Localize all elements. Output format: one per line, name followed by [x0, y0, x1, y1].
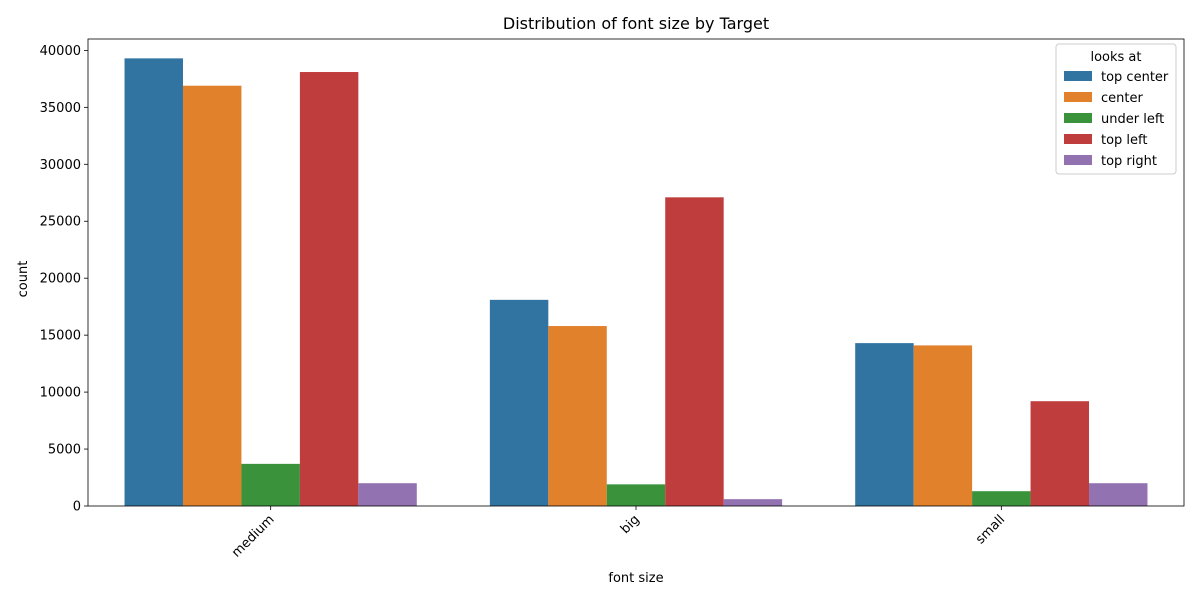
- y-tick-label: 25000: [40, 215, 81, 230]
- y-tick-label: 20000: [40, 272, 81, 287]
- legend-label-under-left: under left: [1101, 112, 1164, 127]
- y-tick-label: 10000: [40, 386, 81, 401]
- bar-center-medium: [182, 85, 242, 506]
- bar-top-center-big: [489, 299, 549, 506]
- bar-under-left-big: [606, 484, 666, 506]
- legend-swatch-top-left: [1064, 134, 1092, 144]
- y-tick-label: 40000: [40, 44, 81, 59]
- bar-top-center-medium: [124, 58, 183, 507]
- bar-top-left-big: [665, 197, 724, 506]
- bar-top-right-medium: [358, 483, 417, 506]
- legend-swatch-top-center: [1064, 71, 1092, 81]
- x-tick-label: medium: [229, 512, 277, 560]
- bar-center-small: [913, 345, 973, 506]
- bars-group: [124, 58, 1148, 507]
- bar-top-right-small: [1089, 483, 1148, 506]
- plot-frame: [87, 38, 1185, 507]
- bar-top-left-medium: [299, 72, 359, 506]
- y-tick-label: 15000: [40, 329, 81, 344]
- legend-swatch-top-right: [1064, 155, 1092, 165]
- legend-title: looks at: [1090, 50, 1141, 65]
- x-tick-label: big: [618, 512, 643, 537]
- x-axis: medium big small: [229, 506, 1008, 561]
- legend-swatch-center: [1064, 92, 1092, 102]
- y-axis-label: count: [16, 261, 31, 298]
- bar-center-big: [548, 326, 607, 506]
- x-tick-label: small: [973, 512, 1008, 547]
- legend-label-top-right: top right: [1101, 154, 1157, 169]
- legend-label-top-center: top center: [1101, 70, 1169, 85]
- bar-under-left-medium: [241, 463, 300, 506]
- legend: looks at top center center under left top le…: [1055, 43, 1177, 175]
- x-axis-label: font size: [608, 571, 663, 586]
- bar-top-center-small: [855, 343, 914, 506]
- legend-label-top-left: top left: [1101, 133, 1148, 148]
- y-tick-label: 5000: [48, 443, 81, 458]
- y-tick-label: 0: [73, 500, 81, 515]
- bar-top-left-small: [1030, 401, 1090, 506]
- y-tick-label: 35000: [40, 101, 81, 116]
- chart-title: Distribution of font size by Target: [503, 14, 769, 33]
- bar-under-left-small: [972, 491, 1031, 506]
- bar-top-right-big: [723, 499, 783, 506]
- legend-label-center: center: [1101, 91, 1143, 106]
- legend-swatch-under-left: [1064, 113, 1092, 123]
- y-tick-label: 30000: [40, 158, 81, 173]
